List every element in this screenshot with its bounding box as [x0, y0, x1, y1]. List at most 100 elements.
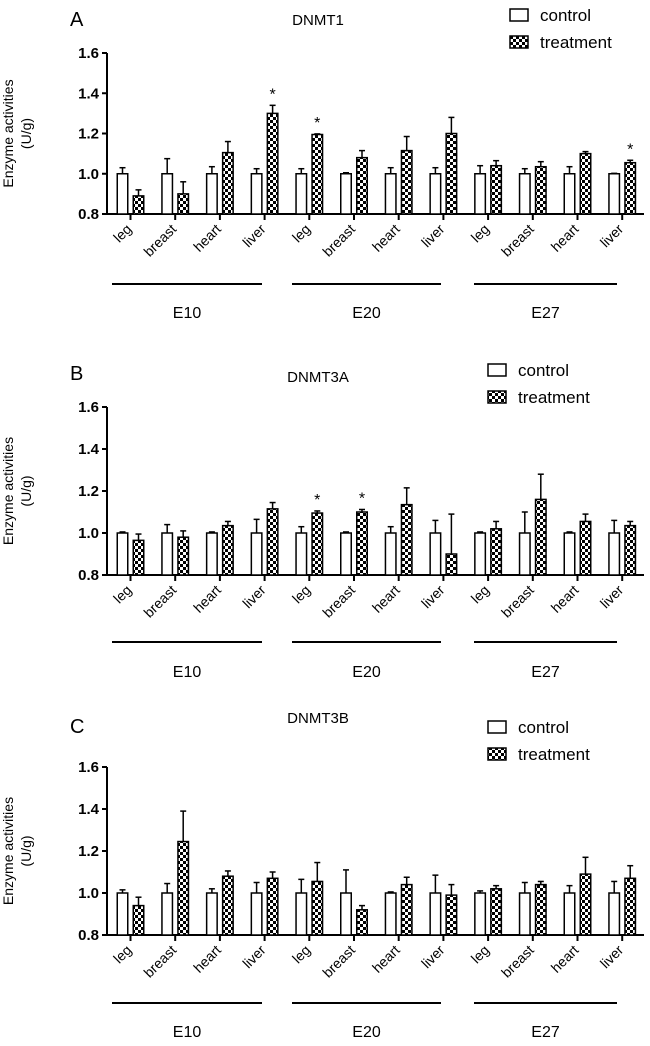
y-tick-label: 0.8 — [78, 927, 99, 944]
y-axis-label: Enzyme activities — [0, 797, 16, 905]
legend-label-control: control — [518, 361, 569, 380]
bar-treatment — [400, 149, 413, 215]
bar-control — [161, 532, 174, 576]
x-tick-label: leg — [289, 221, 314, 246]
x-tick-label: breast — [498, 582, 537, 621]
chart-title: DNMT3A — [287, 369, 349, 386]
significance-marker: * — [359, 490, 365, 507]
group-label: E10 — [173, 1024, 202, 1041]
y-tick-label: 1.2 — [78, 843, 99, 860]
bar-treatment — [266, 877, 279, 936]
bar-treatment — [311, 880, 324, 936]
bar-treatment — [221, 524, 234, 576]
bar-control — [384, 892, 397, 936]
bar-treatment — [490, 164, 503, 215]
x-tick-label: liver — [597, 582, 627, 612]
x-tick-label: liver — [597, 942, 627, 972]
y-tick-label: 1.4 — [78, 441, 100, 458]
bar-treatment — [624, 524, 637, 576]
x-tick-label: liver — [239, 221, 269, 251]
x-tick-label: heart — [548, 942, 582, 976]
x-tick-label: heart — [548, 221, 582, 255]
y-tick-label: 1.2 — [78, 126, 99, 143]
x-tick-label: liver — [239, 942, 269, 972]
bar-control — [518, 892, 531, 936]
bar-control — [250, 892, 263, 936]
bar-treatment — [400, 503, 413, 576]
bar-treatment — [132, 539, 145, 576]
x-tick-label: heart — [190, 221, 224, 255]
x-tick-label: liver — [418, 942, 448, 972]
x-tick-label: breast — [140, 221, 179, 260]
x-tick-label: leg — [289, 942, 314, 967]
y-axis-unit: (U/g) — [18, 118, 34, 149]
x-tick-label: leg — [289, 582, 314, 607]
bar-control — [295, 532, 308, 576]
bar-treatment — [534, 883, 547, 936]
y-tick-label: 1.4 — [78, 801, 100, 818]
bar-control — [608, 173, 621, 215]
bar-treatment — [132, 904, 145, 936]
x-tick-label: leg — [468, 582, 493, 607]
panel-c: C DNMT3B control treatment Enzyme activities… — [0, 710, 644, 1041]
bar-control — [161, 173, 174, 215]
bar-treatment — [579, 520, 592, 576]
bar-treatment — [221, 151, 234, 215]
x-tick-label: breast — [319, 582, 358, 621]
bar-treatment — [400, 883, 413, 936]
bar-control — [295, 892, 308, 936]
group-label: E27 — [531, 664, 560, 681]
x-tick-label: liver — [597, 221, 627, 251]
bar-control — [250, 532, 263, 576]
bar-treatment — [579, 873, 592, 936]
bar-treatment — [579, 152, 592, 215]
x-tick-label: leg — [110, 582, 135, 607]
group-label: E20 — [352, 1024, 381, 1041]
bar-control — [384, 532, 397, 576]
x-tick-label: leg — [468, 942, 493, 967]
bar-treatment — [534, 498, 547, 576]
bar-treatment — [132, 195, 145, 215]
bar-control — [563, 892, 576, 936]
bar-treatment — [311, 512, 324, 576]
x-tick-label: breast — [140, 582, 179, 621]
bar-treatment — [266, 508, 279, 576]
bar-treatment — [624, 161, 637, 215]
bar-control — [340, 173, 352, 215]
bar-control — [205, 532, 218, 576]
group-label: E10 — [173, 664, 202, 681]
y-tick-label: 0.8 — [78, 567, 99, 584]
bar-treatment — [356, 156, 368, 215]
panel-a: A DNMT1 control treatment Enzyme activities(… — [0, 6, 644, 322]
bar-control — [474, 173, 487, 215]
x-tick-label: heart — [190, 942, 224, 976]
bar-control — [250, 173, 263, 215]
y-tick-label: 0.8 — [78, 206, 99, 223]
bar-treatment — [490, 888, 503, 936]
bar-treatment — [221, 875, 234, 936]
x-tick-label: leg — [110, 221, 135, 246]
y-axis-label: Enzyme activities — [0, 437, 16, 545]
bar-control — [474, 892, 487, 936]
chart-title: DNMT1 — [292, 12, 344, 29]
group-label: E27 — [531, 305, 560, 322]
x-tick-label: heart — [190, 582, 224, 616]
panel-b: B DNMT3A control treatment Enzyme activities… — [0, 361, 644, 681]
legend-swatch-treatment — [487, 390, 507, 404]
x-tick-label: breast — [140, 942, 179, 981]
bar-treatment — [445, 553, 458, 576]
significance-marker: * — [314, 115, 320, 132]
bar-treatment — [624, 877, 637, 936]
significance-marker: * — [269, 86, 275, 103]
bar-treatment — [490, 528, 503, 576]
group-label: E20 — [352, 305, 381, 322]
x-tick-label: heart — [548, 582, 582, 616]
bar-treatment — [356, 511, 368, 576]
panel-label: B — [70, 363, 83, 385]
bar-treatment — [177, 536, 190, 576]
bar-control — [205, 173, 218, 215]
x-tick-label: heart — [369, 942, 403, 976]
y-tick-label: 1.2 — [78, 483, 99, 500]
bar-control — [340, 892, 352, 936]
